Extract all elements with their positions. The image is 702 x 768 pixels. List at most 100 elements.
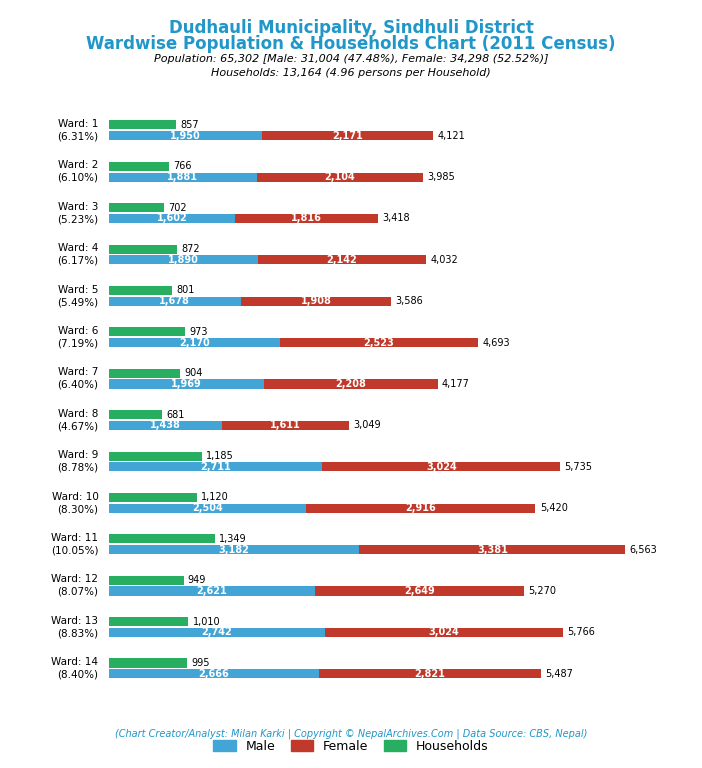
Text: 2,649: 2,649: [404, 586, 435, 596]
Text: 2,621: 2,621: [197, 586, 227, 596]
Bar: [235, 214, 378, 223]
Bar: [109, 379, 264, 389]
Bar: [322, 462, 560, 472]
Text: 1,611: 1,611: [270, 420, 300, 430]
Text: 1,881: 1,881: [167, 172, 199, 182]
Bar: [109, 327, 185, 336]
Bar: [109, 504, 306, 513]
Text: 1,816: 1,816: [291, 214, 322, 223]
Text: 2,523: 2,523: [364, 338, 395, 348]
Text: 973: 973: [190, 327, 208, 337]
Text: 3,586: 3,586: [395, 296, 423, 306]
Text: 2,208: 2,208: [336, 379, 366, 389]
Text: 1,602: 1,602: [157, 214, 187, 223]
Text: 3,985: 3,985: [427, 172, 455, 182]
Text: 1,010: 1,010: [192, 617, 220, 627]
Bar: [257, 173, 423, 181]
Bar: [109, 369, 180, 378]
Bar: [109, 131, 263, 141]
Text: 2,711: 2,711: [200, 462, 231, 472]
Text: 6,563: 6,563: [630, 545, 658, 554]
Text: 4,032: 4,032: [430, 255, 458, 265]
Text: 801: 801: [176, 286, 194, 296]
Bar: [109, 204, 164, 212]
Text: 857: 857: [180, 120, 199, 130]
Bar: [109, 410, 162, 419]
Text: 766: 766: [173, 161, 192, 171]
Bar: [109, 296, 241, 306]
Bar: [109, 576, 183, 584]
Bar: [109, 214, 235, 223]
Bar: [306, 504, 536, 513]
Text: 5,270: 5,270: [528, 586, 556, 596]
Text: Population: 65,302 [Male: 31,004 (47.48%), Female: 34,298 (52.52%)]: Population: 65,302 [Male: 31,004 (47.48%…: [154, 54, 548, 64]
Text: 2,666: 2,666: [199, 669, 229, 679]
Text: 3,182: 3,182: [218, 545, 249, 554]
Bar: [222, 421, 349, 430]
Text: 2,504: 2,504: [192, 503, 223, 513]
Text: 3,381: 3,381: [477, 545, 508, 554]
Text: 2,170: 2,170: [179, 338, 210, 348]
Bar: [109, 162, 169, 170]
Bar: [109, 338, 279, 347]
Text: 3,049: 3,049: [353, 420, 380, 430]
Text: 1,969: 1,969: [171, 379, 201, 389]
Text: 4,177: 4,177: [442, 379, 470, 389]
Bar: [109, 462, 322, 472]
Text: 2,142: 2,142: [326, 255, 357, 265]
Bar: [279, 338, 478, 347]
Text: 3,024: 3,024: [426, 462, 456, 472]
Text: 5,420: 5,420: [540, 503, 568, 513]
Text: Households: 13,164 (4.96 persons per Household): Households: 13,164 (4.96 persons per Hou…: [211, 68, 491, 78]
Bar: [109, 628, 324, 637]
Bar: [109, 535, 215, 544]
Text: 1,120: 1,120: [201, 492, 229, 502]
Text: 3,418: 3,418: [382, 214, 410, 223]
Bar: [359, 545, 625, 554]
Text: 3,024: 3,024: [428, 627, 459, 637]
Text: 5,487: 5,487: [545, 669, 573, 679]
Text: 1,185: 1,185: [206, 451, 234, 461]
Text: 4,121: 4,121: [437, 131, 465, 141]
Text: 1,908: 1,908: [300, 296, 331, 306]
Text: (Chart Creator/Analyst: Milan Karki | Copyright © NepalArchives.Com | Data Sourc: (Chart Creator/Analyst: Milan Karki | Co…: [115, 728, 587, 739]
Bar: [109, 121, 176, 130]
Bar: [109, 421, 222, 430]
Bar: [324, 628, 563, 637]
Text: 1,950: 1,950: [170, 131, 201, 141]
Bar: [109, 587, 315, 595]
Bar: [319, 669, 541, 678]
Bar: [109, 173, 257, 181]
Bar: [109, 617, 188, 626]
Bar: [109, 286, 172, 295]
Bar: [264, 379, 437, 389]
Text: 2,104: 2,104: [324, 172, 355, 182]
Text: 949: 949: [188, 575, 206, 585]
Bar: [315, 587, 524, 595]
Text: Dudhauli Municipality, Sindhuli District: Dudhauli Municipality, Sindhuli District: [168, 19, 534, 37]
Bar: [109, 545, 359, 554]
Text: 1,438: 1,438: [150, 420, 181, 430]
Text: 2,916: 2,916: [405, 503, 436, 513]
Text: 5,735: 5,735: [564, 462, 592, 472]
Legend: Male, Female, Households: Male, Female, Households: [208, 735, 494, 758]
Bar: [263, 131, 433, 141]
Text: 1,678: 1,678: [159, 296, 190, 306]
Text: 1,349: 1,349: [219, 534, 247, 544]
Text: 5,766: 5,766: [567, 627, 595, 637]
Text: 995: 995: [192, 658, 210, 668]
Bar: [109, 244, 178, 253]
Text: 2,171: 2,171: [333, 131, 363, 141]
Text: 904: 904: [185, 369, 203, 379]
Text: 702: 702: [168, 203, 187, 213]
Bar: [109, 255, 258, 264]
Bar: [109, 493, 197, 502]
Text: 1,890: 1,890: [168, 255, 199, 265]
Text: 4,693: 4,693: [482, 338, 510, 348]
Bar: [258, 255, 426, 264]
Text: 681: 681: [167, 409, 185, 419]
Text: Wardwise Population & Households Chart (2011 Census): Wardwise Population & Households Chart (…: [86, 35, 616, 52]
Bar: [109, 669, 319, 678]
Bar: [109, 658, 187, 667]
Bar: [109, 452, 202, 461]
